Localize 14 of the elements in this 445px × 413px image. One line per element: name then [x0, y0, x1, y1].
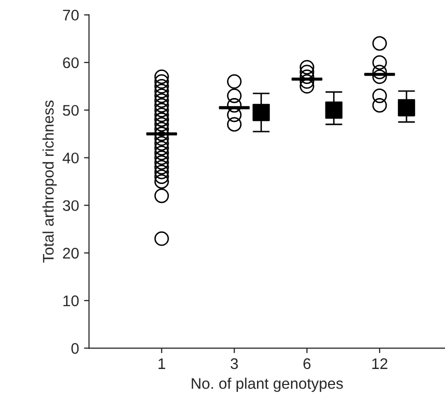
y-tick-label: 60 [63, 57, 79, 68]
x-tick-label: 12 [372, 358, 388, 369]
x-tick-label: 1 [158, 358, 166, 369]
y-tick-label: 10 [63, 295, 79, 306]
x-axis-title: No. of plant genotypes [192, 378, 343, 392]
y-tick-label: 50 [62, 104, 79, 116]
x-tick-label: 3 [230, 358, 238, 370]
y-tick-label: 0 [71, 343, 79, 354]
y-tick-label: 30 [62, 200, 79, 212]
y-tick-label: 70 [63, 10, 79, 21]
x-tick-label: 6 [303, 358, 311, 370]
y-tick-label: 40 [62, 152, 79, 164]
y-tick-label: 20 [63, 248, 79, 259]
y-axis-title: Total arthropod richness [42, 100, 57, 263]
